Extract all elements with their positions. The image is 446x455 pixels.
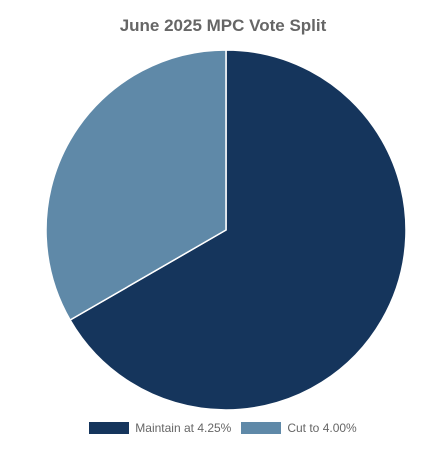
legend-swatch-maintain bbox=[89, 422, 130, 434]
legend-item-cut[interactable]: Cut to 4.00% bbox=[241, 421, 357, 435]
legend-swatch-cut bbox=[241, 422, 282, 434]
pie-slice-cut[interactable] bbox=[45, 49, 227, 322]
legend-label-cut: Cut to 4.00% bbox=[287, 421, 357, 435]
pie-slice-maintain[interactable] bbox=[69, 49, 407, 411]
legend-label-maintain: Maintain at 4.25% bbox=[135, 421, 232, 435]
chart-title: June 2025 MPC Vote Split bbox=[119, 16, 327, 35]
legend: Maintain at 4.25% Cut to 4.00% bbox=[0, 421, 446, 435]
legend-item-maintain[interactable]: Maintain at 4.25% bbox=[89, 421, 231, 435]
